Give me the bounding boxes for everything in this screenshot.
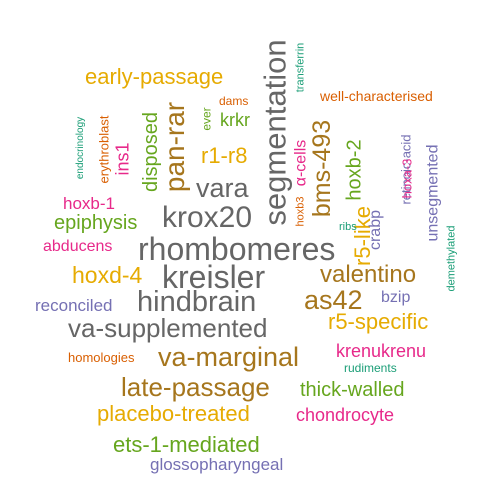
- word-va-marginal: va-marginal: [158, 342, 300, 372]
- word-crabp: crabp: [367, 209, 385, 251]
- word-demethylated: demethylated: [445, 225, 458, 292]
- word-hoxa-3: hoxa-3: [399, 158, 415, 199]
- word-unsegmented: unsegmented: [424, 144, 442, 242]
- word-hoxd-4: hoxd-4: [72, 262, 143, 288]
- word-glossopharyngeal: glossopharyngeal: [150, 455, 284, 474]
- word-transferrin: transferrin: [294, 42, 307, 93]
- word-hoxb-2: hoxb-2: [343, 139, 366, 201]
- word-disposed: disposed: [140, 111, 163, 193]
- word-reconciled: reconciled: [35, 296, 113, 315]
- word-abducens: abducens: [43, 238, 113, 255]
- word-well-characterised: well-characterised: [320, 88, 433, 104]
- word-dams: dams: [219, 94, 249, 108]
- word-ribs: ribs: [339, 221, 357, 233]
- word-hoxb-1: hoxb-1: [63, 194, 115, 213]
- word-kreisler: kreisler: [162, 259, 266, 295]
- word-valentino: valentino: [320, 261, 417, 288]
- word-thick-walled: thick-walled: [300, 379, 405, 401]
- word-late-passage: late-passage: [121, 372, 270, 402]
- word-ins1: ins1: [112, 142, 133, 176]
- word-r1-r8: r1-r8: [201, 143, 248, 168]
- word-va-supplemented: va-supplemented: [68, 313, 268, 343]
- word-krenukrenu: krenukrenu: [336, 341, 427, 361]
- word-as42: as42: [304, 285, 363, 315]
- word-hoxb3: hoxb3: [294, 196, 307, 227]
- word-alpha-cells: α-cells: [292, 139, 310, 187]
- word-endocrinology: endocrinology: [75, 116, 87, 180]
- word-vara: vara: [196, 173, 249, 203]
- word-pan-rar: pan-rar: [159, 101, 191, 193]
- word-ever: ever: [199, 107, 214, 131]
- word-homologies: homologies: [68, 350, 135, 365]
- word-placebo-treated: placebo-treated: [97, 401, 250, 426]
- word-krox20: krox20: [162, 201, 253, 234]
- word-rhombomeres: rhombomeres: [138, 231, 336, 267]
- word-segmentation: segmentation: [257, 39, 293, 226]
- word-rudiments: rudiments: [344, 361, 397, 375]
- word-r5-specific: r5-specific: [328, 309, 429, 334]
- word-epiphysis: epiphysis: [54, 212, 138, 234]
- word-bzip: bzip: [381, 289, 411, 306]
- word-hindbrain: hindbrain: [137, 286, 257, 318]
- word-bms-493: bms-493: [308, 119, 337, 218]
- word-erythroblast: erythroblast: [96, 115, 112, 184]
- word-chondrocyte: chondrocyte: [296, 405, 395, 425]
- word-early-passage: early-passage: [85, 64, 224, 89]
- word-krkr: krkr: [220, 110, 250, 130]
- word-ets-1-mediated: ets-1-mediated: [113, 432, 260, 457]
